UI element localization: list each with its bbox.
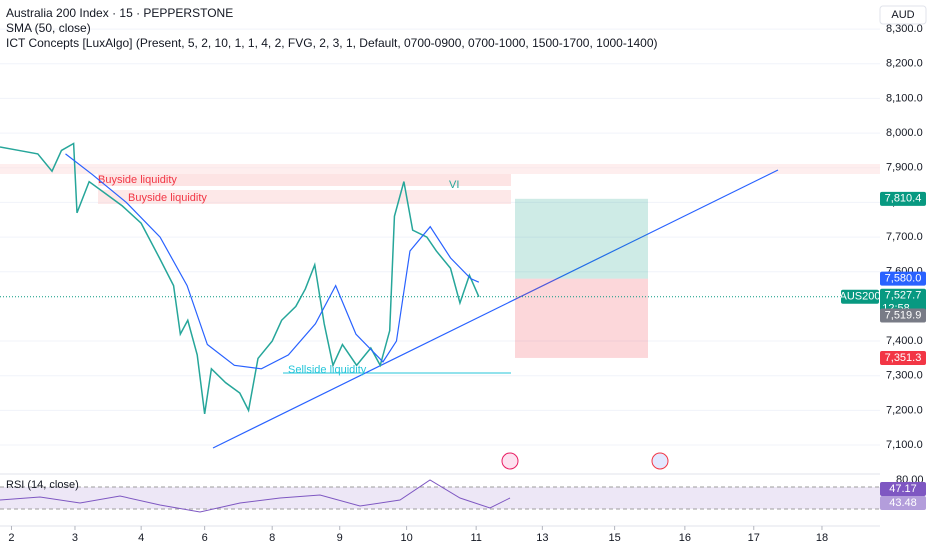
rsi-band — [0, 487, 880, 509]
price-tag-label: 7,580.0 — [885, 273, 922, 285]
rsi-path — [0, 479, 511, 513]
price-line — [0, 142, 480, 414]
y-tick-label: 7,200.0 — [886, 404, 923, 416]
rsi-tag — [880, 482, 926, 496]
x-tick-label: 18 — [816, 532, 828, 544]
profit-zone — [515, 198, 648, 279]
header: Australia 200 Index · 15 · PEPPERSTONE S… — [6, 6, 658, 51]
y-tick-label: 8,000.0 — [886, 127, 923, 139]
rsi-title: RSI (14, close) — [6, 479, 79, 491]
loss-zone — [515, 278, 648, 358]
price-tag-label: 7,810.4 — [885, 193, 922, 205]
y-tick-label: 7,300.0 — [886, 370, 923, 382]
x-tick-label: 11 — [470, 532, 481, 544]
annotation: Buyside liquidity — [98, 174, 177, 186]
x-tick-label: 6 — [202, 532, 208, 544]
annotation: Sellside liquidity — [288, 364, 367, 376]
indicator: SMA (50, close) — [6, 21, 91, 35]
price-tag — [880, 191, 926, 206]
trend-line — [212, 169, 779, 449]
price-tag — [880, 308, 926, 323]
y-tick-label: 7,900.0 — [886, 162, 923, 174]
x-tick-label: 8 — [269, 532, 275, 544]
x-tick-label: 16 — [679, 532, 691, 544]
x-tick-label: 13 — [536, 532, 548, 544]
y-tick-label: 8,200.0 — [886, 58, 923, 70]
price-tag — [880, 350, 926, 365]
currency-box — [879, 5, 927, 25]
title: Australia 200 Index · 15 · PEPPERSTONE — [6, 6, 234, 20]
currency: AUD — [891, 9, 914, 21]
x-tick-label: 9 — [337, 532, 343, 544]
icon[interactable] — [651, 452, 669, 470]
rsi-label: 47.17 — [889, 483, 917, 495]
rsi-tag — [880, 496, 926, 510]
x-tick-label: 2 — [8, 532, 14, 544]
symbol-tag — [841, 289, 879, 304]
annotation: Buyside liquidity — [128, 192, 207, 204]
y-tick-label: 7,100.0 — [886, 439, 923, 451]
price-tag-label: 7,527.7 — [885, 290, 922, 302]
x-tick-label: 4 — [138, 532, 144, 544]
price-tag-label: 7,519.9 — [885, 309, 922, 321]
rsi-label: 43.48 — [889, 497, 917, 509]
icon[interactable] — [501, 452, 519, 470]
x-tick-label: 15 — [608, 532, 620, 544]
x-tick-label: 3 — [72, 532, 78, 544]
y-tick-label: 8,100.0 — [886, 92, 923, 104]
price-tag — [880, 271, 926, 286]
x-tick-label: 17 — [748, 532, 760, 544]
y-tick-label: 7,700.0 — [886, 231, 923, 243]
symbol: AUS200 — [840, 291, 881, 303]
x-tick-label: 10 — [400, 532, 412, 544]
y-tick-label: 8,300.0 — [886, 23, 923, 35]
indicator: ICT Concepts [LuxAlgo] (Present, 5, 2, 1… — [6, 36, 658, 50]
zone — [0, 164, 880, 174]
y-tick-label: 7,400.0 — [886, 335, 923, 347]
price-line — [65, 153, 480, 370]
price-tag-label: 7,351.3 — [885, 352, 922, 364]
zone — [98, 174, 511, 186]
annotation: VI — [449, 179, 459, 191]
